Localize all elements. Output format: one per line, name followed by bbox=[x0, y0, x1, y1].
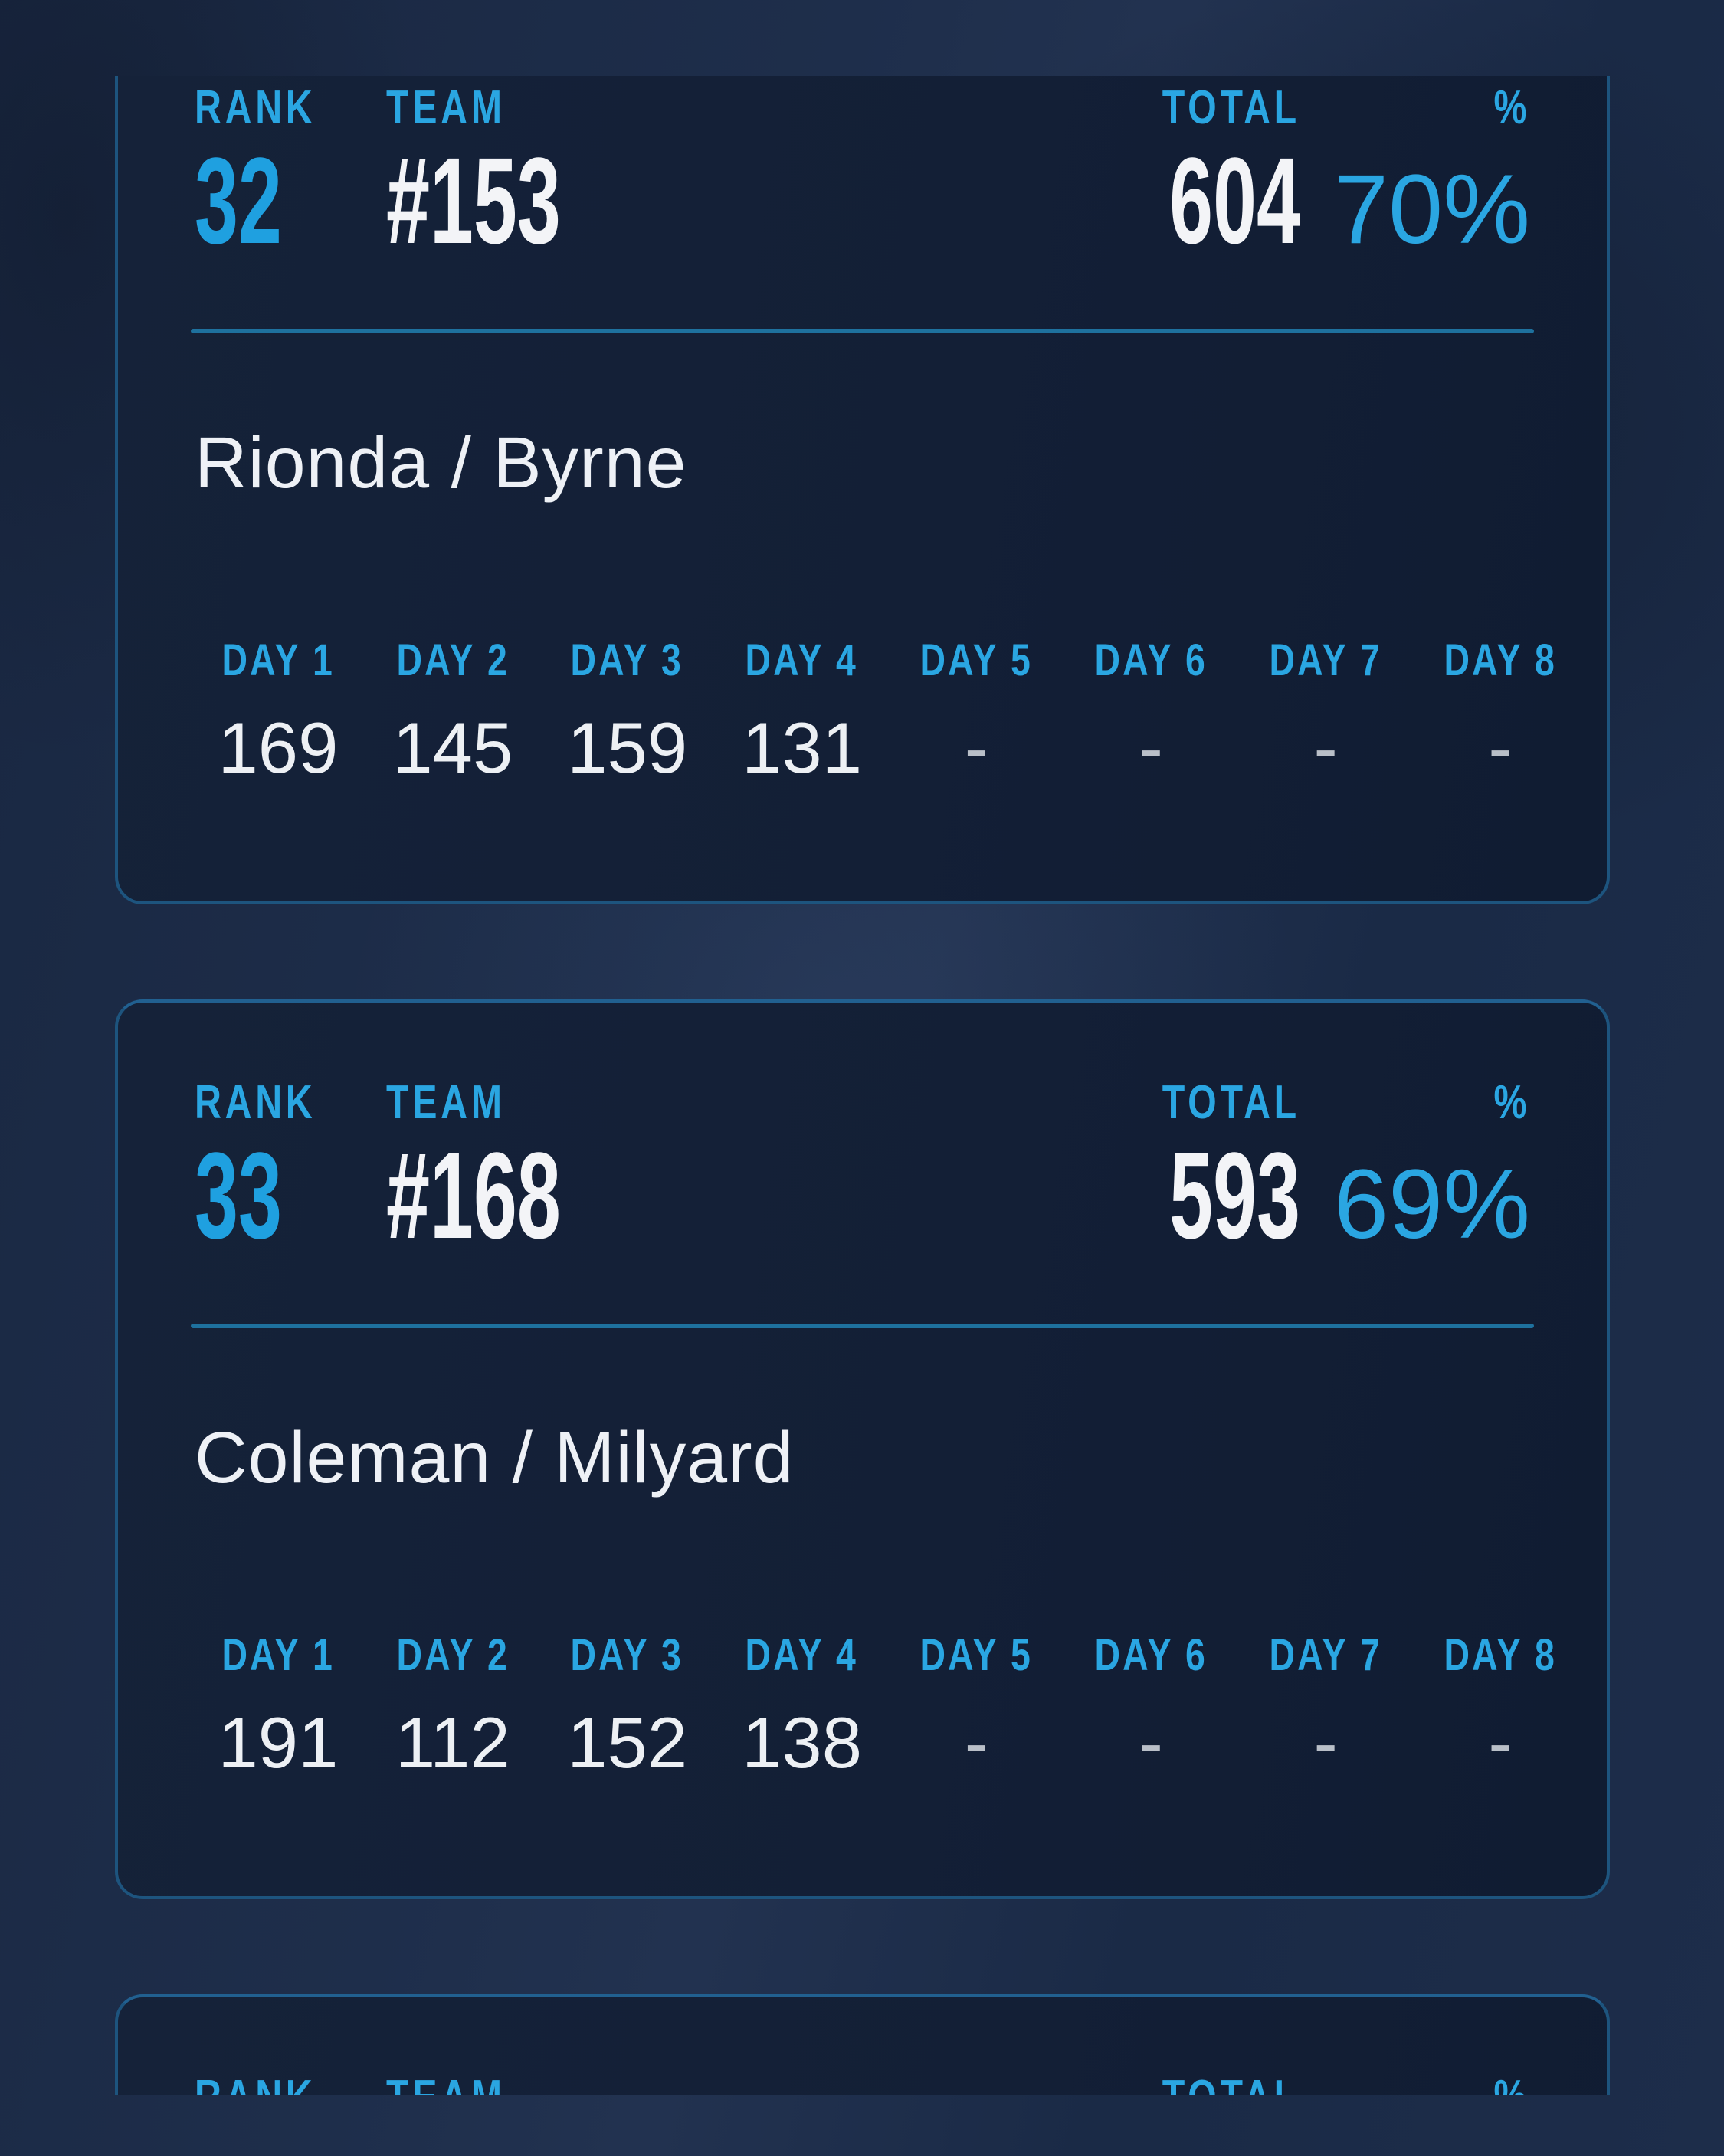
day-2-label: DAY 2 bbox=[396, 1630, 510, 1680]
day-8-value: - bbox=[1488, 707, 1513, 788]
day-6-label: DAY 6 bbox=[1094, 635, 1208, 685]
card-header-values: 32 #153 604 70% bbox=[118, 139, 1607, 262]
day-8-label: DAY 8 bbox=[1444, 1630, 1557, 1680]
day-8-value: - bbox=[1488, 1702, 1513, 1783]
day-6-value: - bbox=[1139, 1702, 1163, 1783]
rank-column-label: RANK bbox=[195, 2074, 316, 2095]
team-number: #168 bbox=[386, 1127, 561, 1264]
team-name: Coleman / Milyard bbox=[195, 1417, 795, 1498]
day-4-value: 131 bbox=[742, 707, 862, 788]
team-column-label: TEAM bbox=[386, 2074, 506, 2095]
team-card[interactable]: RANK TEAM TOTAL % 33 #168 593 69% Colema… bbox=[115, 999, 1610, 1899]
team-number: #153 bbox=[386, 132, 561, 269]
day-7-label: DAY 7 bbox=[1269, 1630, 1382, 1680]
day-5-label: DAY 5 bbox=[919, 1630, 1034, 1680]
day-8-label: DAY 8 bbox=[1444, 635, 1557, 685]
percent-value: 69% bbox=[1333, 1150, 1530, 1259]
day-4-label: DAY 4 bbox=[745, 1630, 859, 1680]
day-4-value: 138 bbox=[742, 1702, 862, 1783]
day-values-row: 191 112 152 138 - - - - bbox=[118, 1707, 1607, 1779]
total-column-label: TOTAL bbox=[1162, 81, 1300, 134]
day-6-value: - bbox=[1139, 707, 1163, 788]
day-5-value: - bbox=[964, 707, 989, 788]
rank-column-label: RANK bbox=[195, 1076, 316, 1129]
day-1-label: DAY 1 bbox=[221, 635, 335, 685]
card-header-values: 33 #168 593 69% bbox=[118, 1134, 1607, 1257]
day-7-value: - bbox=[1313, 1702, 1338, 1783]
day-6-label: DAY 6 bbox=[1094, 1630, 1208, 1680]
day-3-value: 159 bbox=[567, 707, 688, 788]
day-4-label: DAY 4 bbox=[745, 635, 859, 685]
total-value: 593 bbox=[1169, 1127, 1300, 1264]
day-1-label: DAY 1 bbox=[221, 1630, 335, 1680]
day-7-value: - bbox=[1313, 707, 1338, 788]
day-values-row: 169 145 159 131 - - - - bbox=[118, 712, 1607, 784]
card-divider bbox=[191, 329, 1534, 333]
percent-column-label: % bbox=[1493, 1076, 1530, 1129]
day-3-value: 152 bbox=[567, 1702, 688, 1783]
day-1-value: 169 bbox=[218, 707, 339, 788]
leaderboard-scroll-area[interactable]: RANK TEAM TOTAL % 32 #153 604 70% Rionda… bbox=[0, 76, 1724, 2095]
rank-value: 32 bbox=[195, 132, 282, 269]
day-2-value: 112 bbox=[395, 1702, 510, 1783]
total-column-label: TOTAL bbox=[1162, 1076, 1300, 1129]
day-3-label: DAY 3 bbox=[570, 635, 684, 685]
card-header-labels: RANK TEAM TOTAL % bbox=[118, 84, 1607, 132]
team-card[interactable]: RANK TEAM TOTAL % bbox=[115, 1994, 1610, 2095]
day-labels-row: DAY 1 DAY 2 DAY 3 DAY 4 DAY 5 DAY 6 DAY … bbox=[118, 1633, 1607, 1678]
day-5-value: - bbox=[964, 1702, 989, 1783]
day-2-label: DAY 2 bbox=[396, 635, 510, 685]
team-name: Rionda / Byrne bbox=[195, 422, 687, 504]
card-header-labels: RANK TEAM TOTAL % bbox=[118, 2074, 1607, 2095]
team-column-label: TEAM bbox=[386, 81, 506, 134]
day-7-label: DAY 7 bbox=[1269, 635, 1382, 685]
rank-value: 33 bbox=[195, 1127, 282, 1264]
percent-column-label: % bbox=[1493, 2074, 1530, 2095]
total-column-label: TOTAL bbox=[1162, 2074, 1300, 2095]
day-2-value: 145 bbox=[392, 707, 513, 788]
day-1-value: 191 bbox=[218, 1702, 339, 1783]
percent-value: 70% bbox=[1333, 155, 1530, 264]
team-card-list: RANK TEAM TOTAL % 32 #153 604 70% Rionda… bbox=[115, 76, 1610, 2095]
day-labels-row: DAY 1 DAY 2 DAY 3 DAY 4 DAY 5 DAY 6 DAY … bbox=[118, 638, 1607, 683]
rank-column-label: RANK bbox=[195, 81, 316, 134]
day-3-label: DAY 3 bbox=[570, 1630, 684, 1680]
day-5-label: DAY 5 bbox=[919, 635, 1034, 685]
percent-column-label: % bbox=[1493, 81, 1530, 134]
card-divider bbox=[191, 1324, 1534, 1328]
total-value: 604 bbox=[1169, 132, 1300, 269]
team-column-label: TEAM bbox=[386, 1076, 506, 1129]
card-header-labels: RANK TEAM TOTAL % bbox=[118, 1079, 1607, 1127]
team-card[interactable]: RANK TEAM TOTAL % 32 #153 604 70% Rionda… bbox=[115, 76, 1610, 904]
